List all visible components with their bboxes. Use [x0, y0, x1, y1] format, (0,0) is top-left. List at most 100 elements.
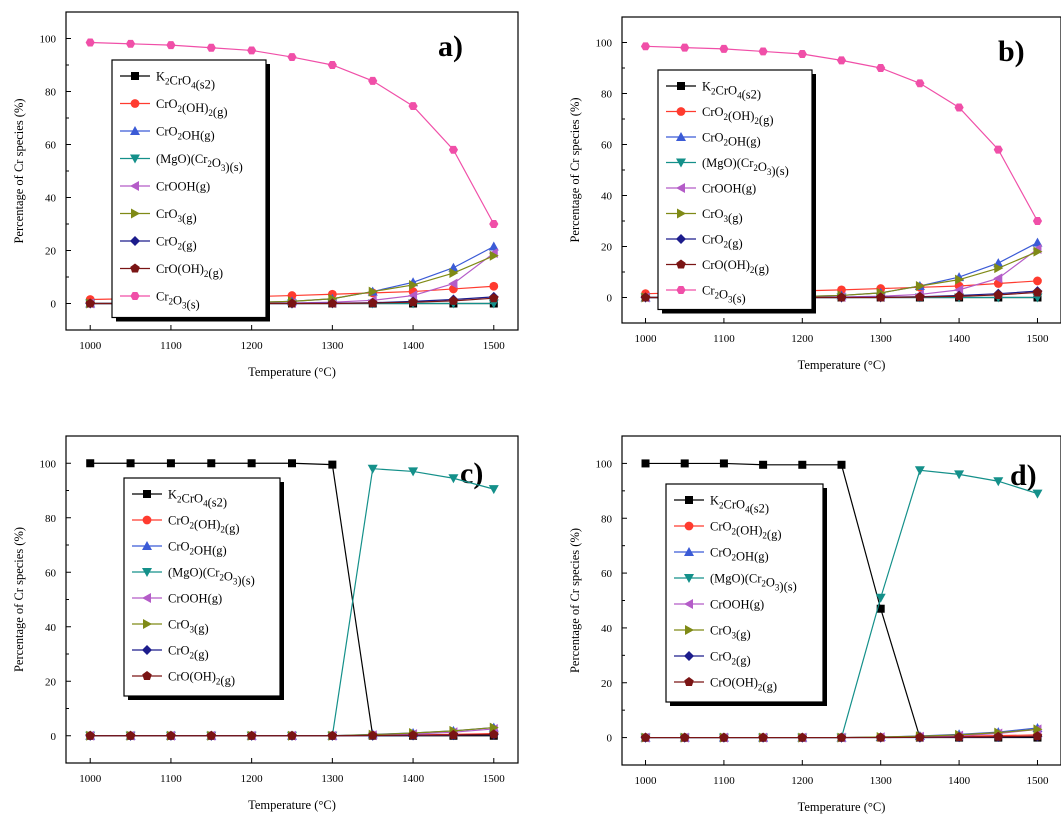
- data-point: [955, 274, 965, 285]
- data-point: [448, 474, 459, 484]
- data-point: [287, 730, 297, 740]
- y-tick-label: 80: [601, 513, 613, 525]
- legend-item-CrO2: CrO2(g): [666, 233, 743, 251]
- data-point: [448, 145, 459, 154]
- y-tick-label: 60: [45, 140, 57, 152]
- x-tick-label: 1300: [321, 340, 344, 352]
- legend-label: CrO2OH(g): [156, 125, 215, 143]
- data-point: [915, 79, 925, 88]
- legend-label: Cr2O3(s): [156, 290, 200, 312]
- x-tick-label: 1400: [402, 773, 425, 785]
- legend-box: [123, 477, 281, 697]
- x-tick-label: 1300: [870, 775, 893, 787]
- data-point: [640, 732, 651, 742]
- legend-label: CrO2(g): [710, 650, 751, 668]
- data-point: [875, 593, 886, 603]
- legend-label: (MgO)(Cr2O3)(s): [702, 156, 789, 178]
- legend-item-K2CrO4: K2CrO4(s2): [674, 494, 769, 516]
- x-axis-title: Temperature (°C): [798, 800, 886, 814]
- y-axis-title: Percentage of Cr species (%): [568, 97, 582, 242]
- legend-label: CrO2(g): [168, 644, 209, 662]
- data-point: [408, 290, 418, 301]
- legend-label: CrO2(OH)2(g): [168, 514, 240, 536]
- data-point: [206, 43, 216, 52]
- data-point: [915, 291, 925, 302]
- y-axis-title: Percentage of Cr species (%): [12, 98, 26, 243]
- y-tick-label: 60: [601, 140, 613, 152]
- x-tick-label: 1000: [79, 773, 102, 785]
- legend-label: CrO(OH)2(g): [710, 676, 777, 694]
- legend-item-Cr2O3: Cr2O3(s): [120, 290, 200, 312]
- legend-item-CrO2OH: CrO2OH(g): [120, 125, 215, 143]
- data-point: [448, 278, 458, 289]
- data-point: [287, 298, 297, 308]
- legend-marker: [142, 645, 152, 655]
- legend-label: CrO2(OH)2(g): [710, 520, 782, 542]
- legend-label: (MgO)(Cr2O3)(s): [156, 152, 243, 174]
- legend-label: (MgO)(Cr2O3)(s): [168, 566, 255, 588]
- chart-panel-b: 1000 1100 1200 1300 1400 1500 0 20 40 60 80 100 Temp…: [568, 16, 1061, 372]
- data-point: [680, 43, 690, 52]
- legend-marker: [676, 158, 686, 168]
- data-point: [993, 477, 1004, 487]
- data-point: [246, 730, 257, 740]
- y-tick-label: 100: [40, 458, 57, 470]
- data-point: [287, 53, 297, 62]
- data-point: [798, 460, 807, 469]
- legend-marker: [142, 515, 152, 525]
- x-tick-label: 1500: [1026, 333, 1049, 345]
- legend-label: CrO2OH(g): [702, 131, 761, 149]
- legend-item-CrOOH2: CrO(OH)2(g): [674, 676, 777, 694]
- data-point: [679, 732, 690, 742]
- legend-item-K2CrO4: K2CrO4(s2): [666, 80, 761, 102]
- data-point: [1033, 276, 1042, 286]
- legend-label: CrO2(OH)2(g): [702, 105, 774, 127]
- y-tick-label: 20: [45, 246, 57, 258]
- data-point: [993, 289, 1004, 299]
- data-point: [166, 459, 175, 468]
- data-point: [488, 241, 499, 251]
- legend-marker: [676, 234, 686, 244]
- x-axis-title: Temperature (°C): [248, 798, 336, 812]
- legend-marker: [684, 547, 694, 556]
- legend-label: CrO(OH)2(g): [156, 262, 223, 280]
- data-point: [125, 39, 136, 48]
- y-tick-label: 0: [51, 299, 57, 311]
- y-tick-label: 60: [601, 568, 613, 580]
- data-point: [367, 297, 378, 308]
- legend-item-CrO3: CrO3(g): [120, 207, 197, 225]
- data-point: [680, 459, 689, 468]
- data-point: [247, 46, 257, 55]
- data-point: [954, 103, 964, 112]
- series-Cr2O3: [640, 42, 1043, 225]
- legend-item-CrOOH: CrOOH(g): [666, 182, 756, 196]
- legend-label: CrO3(g): [702, 207, 743, 225]
- legend-marker: [142, 593, 151, 603]
- legend-item-MgOCr2O3: (MgO)(Cr2O3)(s): [674, 572, 797, 594]
- legend-marker: [130, 263, 140, 273]
- x-tick-label: 1200: [791, 333, 814, 345]
- legend-item-CrO2OH2: CrO2(OH)2(g): [132, 514, 240, 536]
- y-tick-label: 100: [596, 458, 613, 470]
- data-point: [875, 292, 886, 302]
- data-point: [327, 298, 338, 308]
- legend-marker: [131, 208, 140, 219]
- panel-label: b): [998, 35, 1025, 68]
- x-tick-label: 1100: [160, 340, 182, 352]
- data-point: [367, 730, 378, 740]
- legend-marker: [684, 599, 693, 609]
- y-tick-label: 0: [607, 733, 613, 745]
- data-point: [954, 470, 965, 480]
- legend-marker: [142, 671, 152, 681]
- legend: K2CrO4(s2) CrO2(OH)2(g) CrO2OH(g) (MgO)(Cr2…: [123, 477, 284, 700]
- data-point: [328, 460, 337, 469]
- data-point: [954, 732, 964, 742]
- data-point: [797, 732, 808, 742]
- data-point: [640, 42, 651, 51]
- legend-marker: [677, 208, 686, 219]
- legend-marker: [130, 126, 140, 135]
- legend: K2CrO4(s2) CrO2(OH)2(g) CrO2OH(g) (MgO)(Cr2…: [111, 59, 270, 322]
- legend-item-K2CrO4: K2CrO4(s2): [120, 70, 215, 92]
- data-point: [994, 263, 1004, 274]
- x-tick-label: 1500: [1026, 775, 1049, 787]
